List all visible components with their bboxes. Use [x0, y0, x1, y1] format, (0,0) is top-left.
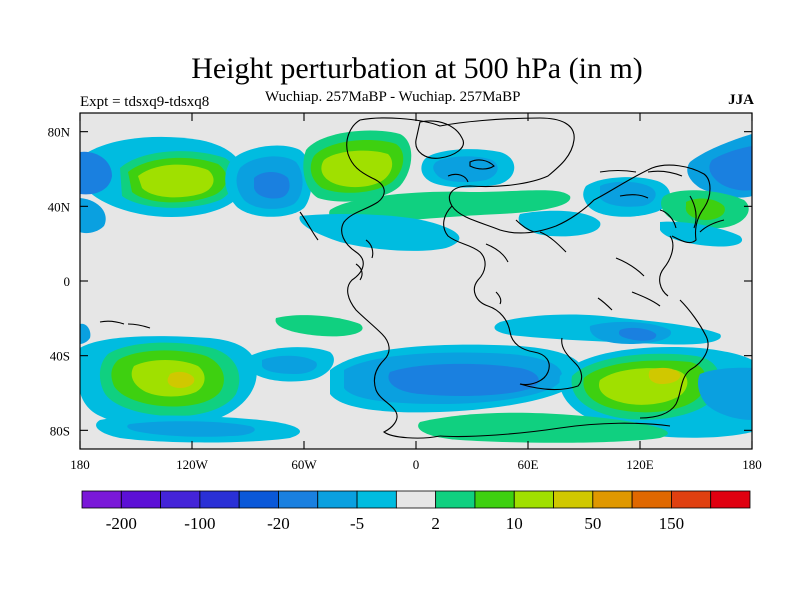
colorbar-label: 10: [506, 514, 523, 533]
plot-title: Height perturbation at 500 hPa (in m): [191, 52, 643, 85]
contour-fields: [80, 117, 752, 443]
x-tick-label: 120E: [626, 457, 654, 472]
colorbar-swatch: [278, 490, 319, 509]
colorbar-label: -200: [106, 514, 137, 533]
colorbar-label: -100: [184, 514, 215, 533]
anomaly-northeast-negative: [583, 134, 752, 217]
plot-subtitle: Wuchiap. 257MaBP - Wuchiap. 257MaBP: [265, 89, 521, 105]
colorbar-swatch: [671, 490, 712, 509]
colorbar-swatch: [199, 490, 240, 509]
colorbar-swatch: [160, 490, 201, 509]
colorbar: -200 -100 -20 -5 2 10 50 150: [81, 490, 751, 533]
colorbar-swatch: [631, 490, 672, 509]
colorbar-label: 50: [584, 514, 601, 533]
y-tick-label: 40S: [50, 349, 70, 364]
island-terranes: [99, 159, 725, 329]
anomaly-antarctic-band: [96, 412, 668, 443]
anomaly-north-america-negative: [225, 145, 312, 217]
colorbar-swatch: [553, 490, 594, 509]
y-tick-label: 80N: [48, 125, 71, 140]
anomaly-north-pacific-positive: [80, 136, 245, 218]
anomaly-south-east-positive: [559, 347, 752, 438]
colorbar-swatch: [474, 490, 515, 509]
anomaly-north-atlantic-positive: [303, 130, 412, 202]
anomaly-northeast-positive: [660, 190, 749, 247]
anomaly-south-atlantic-negative: [250, 344, 583, 413]
colorbar-swatch: [81, 490, 122, 509]
colorbar-swatch: [238, 490, 279, 509]
x-tick-label: 0: [413, 457, 420, 472]
season-label: JJA: [728, 92, 754, 108]
colorbar-label: -5: [350, 514, 364, 533]
anomaly-south-pacific-positive: [80, 336, 257, 428]
colorbar-swatch: [356, 490, 397, 509]
colorbar-swatch: [395, 490, 437, 509]
y-tick-label: 40N: [48, 199, 71, 214]
y-axis-ticks: 80N 40N 0 40S 80S: [48, 125, 752, 438]
anomaly-tropical-south: [80, 314, 721, 345]
colorbar-swatch: [513, 490, 554, 509]
x-tick-label: 180: [742, 457, 762, 472]
colorbar-label: 150: [659, 514, 685, 533]
colorbar-swatch: [710, 490, 751, 509]
y-tick-label: 80S: [50, 423, 70, 438]
colorbar-swatch: [317, 490, 358, 509]
y-tick-label: 0: [64, 274, 71, 289]
anomaly-midlatitude-band: [299, 190, 601, 251]
experiment-label: Expt = tdsxq9-tdsxq8: [80, 94, 210, 110]
colorbar-label: 2: [431, 514, 440, 533]
x-axis-ticks: 180 120W 60W 0 60E 120E 180: [70, 113, 762, 472]
colorbar-label: -20: [267, 514, 290, 533]
x-tick-label: 60W: [291, 457, 317, 472]
x-tick-label: 180: [70, 457, 90, 472]
x-tick-label: 120W: [176, 457, 209, 472]
x-tick-label: 60E: [518, 457, 539, 472]
colorbar-swatch: [120, 490, 161, 509]
colorbar-swatch: [592, 490, 633, 509]
colorbar-swatch: [435, 490, 476, 509]
pangaea-coastline: [341, 117, 711, 439]
